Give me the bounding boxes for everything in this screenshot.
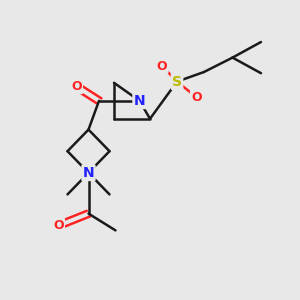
Text: O: O	[157, 59, 167, 73]
Text: O: O	[71, 80, 82, 93]
Text: O: O	[191, 91, 202, 104]
Text: N: N	[134, 94, 145, 108]
Text: O: O	[53, 219, 64, 232]
Text: N: N	[83, 166, 94, 180]
Text: S: S	[172, 75, 182, 88]
